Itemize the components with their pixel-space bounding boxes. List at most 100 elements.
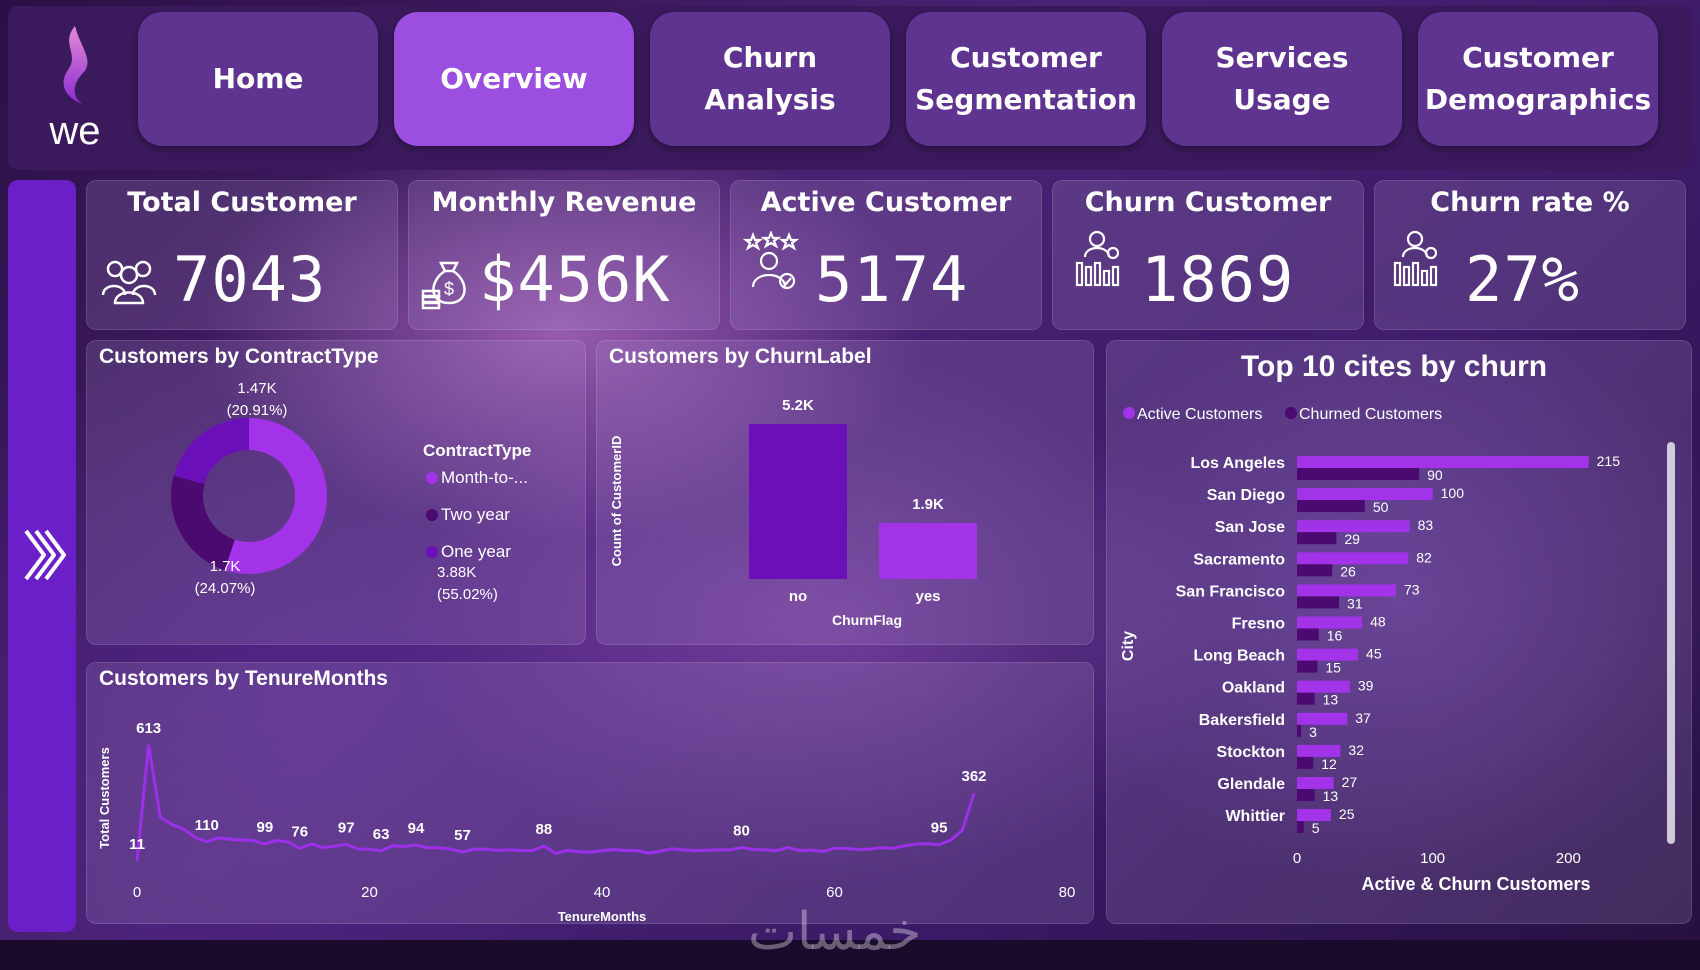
kpi-card-churn-rate: Churn rate % 27% (1374, 180, 1686, 330)
x-tick-label: yes (915, 588, 940, 605)
x-tick-label: 80 (1059, 884, 1076, 901)
active-value-label: 48 (1370, 614, 1386, 630)
donut-percent-label: (55.02%) (437, 586, 498, 603)
churned-value-label: 16 (1327, 628, 1343, 644)
point-label: 97 (338, 819, 355, 836)
x-tick-label: 200 (1556, 850, 1581, 867)
y-axis-label: Total Customers (97, 747, 112, 849)
nav-home-button[interactable]: Home (138, 12, 378, 146)
point-label: 88 (536, 821, 553, 838)
contract-type-panel: Customers by ContractType 3.88K (55.02%) 1… (86, 340, 586, 645)
churned-bar (1297, 532, 1337, 545)
legend-label: Month-to-... (441, 468, 528, 487)
nav-customer-demographics-button[interactable]: Customer Demographics (1418, 12, 1658, 146)
churned-bar (1297, 660, 1318, 673)
kpi-title: Churn rate % (1430, 187, 1630, 218)
double-chevron-right-icon[interactable] (22, 525, 66, 585)
city-label: San Francisco (1176, 583, 1286, 600)
y-axis-label: Count of CustomerID (609, 436, 624, 567)
tenure-panel: Customers by TenureMonths 11 613 110 99 76 97… (86, 662, 1094, 924)
user-bars-icon (1393, 230, 1438, 287)
active-bar (1297, 456, 1589, 468)
x-tick-label: 0 (133, 884, 141, 901)
legend-label: Active Customers (1137, 406, 1262, 423)
churned-value-label: 50 (1373, 499, 1389, 515)
donut-value-label: 3.88K (437, 564, 476, 581)
churned-value-label: 29 (1344, 531, 1360, 547)
nav-customer-segmentation-button[interactable]: Customer Segmentation (906, 12, 1146, 146)
legend-marker (1123, 407, 1135, 419)
legend-title: ContractType (423, 441, 531, 460)
star-user-icon (743, 231, 799, 290)
point-label: 63 (373, 826, 390, 843)
active-bar (1297, 744, 1341, 757)
kpi-value: 7043 (173, 243, 327, 316)
donut-value-label: 1.47K (237, 380, 276, 397)
churned-bar (1297, 596, 1340, 609)
active-bar (1297, 648, 1359, 661)
churned-bar (1297, 500, 1365, 513)
active-bar (1297, 552, 1409, 565)
active-bar (1297, 616, 1363, 629)
nav-overview-button[interactable]: Overview (394, 12, 634, 146)
bottom-strip (0, 940, 1700, 970)
kpi-title: Active Customer (760, 187, 1012, 218)
churn-label-panel: Customers by ChurnLabel 5.2K no 1.9K yes Chu… (596, 340, 1094, 645)
panel-title: Customers by TenureMonths (99, 667, 388, 690)
point-label: 613 (136, 720, 161, 737)
city-label: Long Beach (1193, 648, 1285, 665)
churned-bar (1297, 692, 1315, 705)
point-label: 95 (931, 820, 948, 837)
x-tick-label: 20 (361, 884, 378, 901)
active-bar (1297, 488, 1433, 501)
bar-data-label: 5.2K (782, 397, 814, 414)
x-axis-label: Active & Churn Customers (1361, 874, 1590, 894)
point-label: 94 (408, 820, 425, 837)
chart-scrollbar[interactable] (1667, 442, 1675, 844)
donut-slice (173, 418, 249, 485)
donut-slice (224, 418, 327, 574)
x-tick-label: no (789, 588, 807, 605)
point-label: 57 (454, 827, 471, 844)
city-label: Glendale (1217, 776, 1285, 793)
kpi-card-churn-customer: Churn Customer 1869 (1052, 180, 1364, 330)
x-tick-label: 60 (826, 884, 843, 901)
churn-bar (879, 523, 977, 579)
churned-value-label: 12 (1321, 756, 1337, 772)
churned-bar (1297, 468, 1420, 480)
active-value-label: 82 (1416, 549, 1432, 565)
sidebar (8, 180, 76, 932)
kpi-value: 5174 (815, 243, 969, 316)
churned-bar (1297, 756, 1314, 769)
nav-services-usage-button[interactable]: Services Usage (1162, 12, 1402, 146)
kpi-title: Churn Customer (1084, 187, 1332, 218)
svg-text:$: $ (444, 279, 454, 299)
logo-text: we (48, 109, 100, 153)
city-label: Bakersfield (1199, 712, 1285, 729)
user-bars-icon (1075, 230, 1120, 287)
kpi-value: $456K (479, 243, 671, 316)
city-label: Los Angeles (1190, 455, 1285, 472)
churned-bar (1297, 628, 1319, 641)
legend-marker (426, 509, 438, 521)
point-label: 11 (129, 836, 145, 853)
active-value-label: 83 (1418, 517, 1434, 533)
chart-title: Top 10 cites by churn (1241, 350, 1547, 383)
churned-bar (1297, 789, 1315, 801)
legend-marker (426, 546, 438, 558)
donut-percent-label: (24.07%) (195, 580, 256, 597)
donut-value-label: 1.7K (210, 558, 241, 575)
active-value-label: 32 (1348, 742, 1364, 758)
active-bar (1297, 520, 1410, 533)
nav-churn-analysis-button[interactable]: Churn Analysis (650, 12, 890, 146)
legend-label: Two year (441, 505, 510, 524)
x-axis-label: TenureMonths (558, 909, 647, 924)
city-label: Sacramento (1193, 551, 1285, 568)
city-label: Stockton (1217, 744, 1285, 761)
x-tick-label: 40 (594, 884, 611, 901)
city-label: Oakland (1222, 680, 1285, 697)
city-label: Whittier (1225, 808, 1285, 825)
active-value-label: 37 (1355, 710, 1371, 726)
kpi-value: 1869 (1141, 243, 1295, 316)
top-cities-bar-chart: Top 10 cites by churn Active Customers Chu… (1120, 350, 1620, 894)
